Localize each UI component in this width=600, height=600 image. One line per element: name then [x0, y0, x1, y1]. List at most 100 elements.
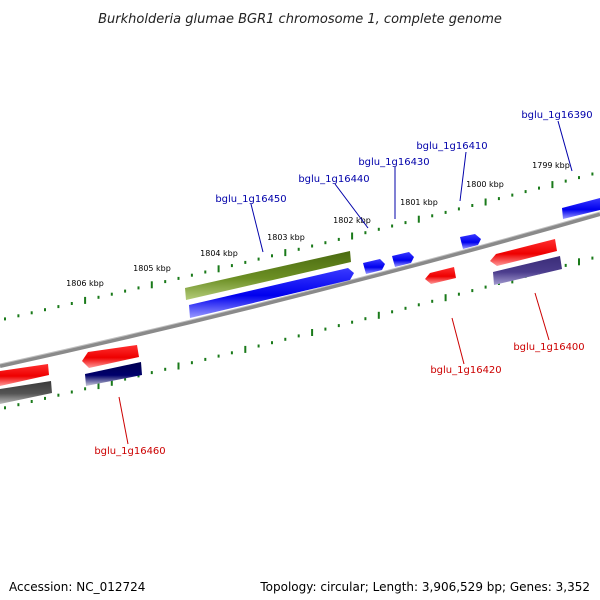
- major-tick: [444, 294, 447, 302]
- gene-arrow-bglu_1g16410[interactable]: [460, 234, 481, 249]
- minor-tick: [204, 357, 207, 361]
- minor-tick: [70, 390, 73, 394]
- gene-arrow-bglu_1g16430[interactable]: [392, 252, 414, 267]
- gene-label-bglu_1g16390[interactable]: bglu_1g16390: [521, 110, 592, 121]
- major-tick: [217, 265, 220, 273]
- minor-tick: [150, 371, 153, 375]
- minor-tick: [137, 374, 140, 378]
- minor-tick: [511, 193, 514, 197]
- minor-tick: [230, 351, 233, 355]
- minor-tick: [564, 263, 567, 267]
- minor-tick: [497, 197, 500, 201]
- map-title: Burkholderia glumae BGR1 chromosome 1, c…: [98, 12, 502, 27]
- minor-tick: [97, 295, 100, 299]
- minor-tick: [538, 186, 540, 190]
- outer-tick-row: [4, 172, 594, 321]
- accession-text: Accession: NC_012724: [9, 580, 146, 594]
- minor-tick: [457, 207, 460, 211]
- minor-tick: [431, 214, 434, 218]
- minor-tick: [217, 354, 220, 358]
- gene-label-bglu_1g16430[interactable]: bglu_1g16430: [358, 157, 429, 168]
- minor-tick: [351, 320, 354, 324]
- gene-label-bglu_1g16400[interactable]: bglu_1g16400: [513, 342, 584, 353]
- major-tick: [177, 362, 180, 370]
- minor-tick: [324, 241, 327, 245]
- gene-labels: bglu_1g16390 bglu_1g16400 bglu_1g16410 b…: [94, 110, 592, 457]
- minor-tick: [204, 270, 207, 274]
- minor-tick: [591, 172, 594, 176]
- gene-label-bglu_1g16440[interactable]: bglu_1g16440: [298, 174, 369, 185]
- minor-tick: [337, 324, 340, 328]
- major-tick: [551, 181, 554, 189]
- gene-arrow-bglu_1g16440[interactable]: [363, 259, 385, 274]
- major-tick: [84, 296, 87, 304]
- minor-tick: [364, 317, 367, 321]
- minor-tick: [30, 400, 33, 403]
- major-tick: [97, 382, 100, 390]
- minor-tick: [564, 179, 567, 183]
- minor-tick: [391, 224, 394, 228]
- gene-feature-navy[interactable]: [85, 362, 142, 386]
- minor-tick: [190, 273, 193, 277]
- minor-tick: [30, 311, 33, 315]
- minor-tick: [524, 190, 527, 194]
- minor-tick: [271, 341, 273, 345]
- minor-tick: [230, 264, 233, 268]
- minor-tick: [391, 310, 394, 314]
- gene-feature-slate[interactable]: [493, 256, 562, 285]
- gene-arrow-bglu_1g16390[interactable]: [562, 198, 600, 219]
- minor-tick: [364, 231, 367, 235]
- minor-tick: [444, 210, 447, 214]
- minor-tick: [284, 337, 287, 341]
- major-tick: [377, 311, 380, 319]
- minor-tick: [457, 292, 460, 296]
- minor-tick: [337, 237, 340, 241]
- gene-arrow-bglu_1g16420[interactable]: [425, 267, 456, 284]
- gene-label-bglu_1g16420[interactable]: bglu_1g16420: [430, 365, 501, 376]
- minor-tick: [164, 367, 167, 371]
- tick-label-1799: 1799 kbp: [532, 161, 570, 170]
- tick-label-1803: 1803 kbp: [267, 233, 305, 242]
- minor-tick: [257, 257, 260, 261]
- gene-label-bglu_1g16410[interactable]: bglu_1g16410: [416, 141, 487, 152]
- minor-tick: [404, 306, 407, 310]
- minor-tick: [44, 396, 46, 400]
- minor-tick: [471, 289, 474, 293]
- minor-tick: [44, 308, 46, 312]
- minor-tick: [377, 227, 380, 231]
- gene-arrow-left-edge[interactable]: [0, 364, 49, 386]
- gene-arrow-bglu_1g16460[interactable]: [82, 345, 139, 368]
- minor-tick: [124, 289, 127, 293]
- gene-label-bglu_1g16450[interactable]: bglu_1g16450: [215, 194, 286, 205]
- major-tick: [311, 329, 314, 336]
- major-tick: [244, 345, 247, 353]
- tick-label-1802: 1802 kbp: [333, 216, 371, 225]
- major-tick: [484, 198, 487, 206]
- gene-feature-olive[interactable]: [185, 251, 351, 300]
- gene-arrow-bglu_1g16400[interactable]: [490, 239, 557, 266]
- gene-arrow-bglu_1g16450[interactable]: [189, 268, 354, 318]
- major-tick: [150, 281, 153, 289]
- minor-tick: [17, 314, 20, 318]
- minor-tick: [257, 344, 260, 348]
- minor-tick: [404, 221, 407, 225]
- minor-tick: [57, 305, 60, 309]
- gene-label-bglu_1g16460[interactable]: bglu_1g16460: [94, 446, 165, 457]
- major-tick: [351, 232, 354, 240]
- chromosome-backbone: [0, 211, 600, 368]
- tick-label-1805: 1805 kbp: [133, 264, 171, 273]
- minor-tick: [244, 260, 247, 264]
- minor-tick: [578, 176, 580, 180]
- tick-label-1806: 1806 kbp: [66, 279, 104, 288]
- minor-tick: [70, 302, 73, 305]
- genome-summary-text: Topology: circular; Length: 3,906,529 bp…: [260, 580, 590, 594]
- gene-feature-gray[interactable]: [0, 381, 52, 404]
- minor-tick: [297, 247, 300, 251]
- minor-tick: [190, 361, 193, 365]
- minor-tick: [297, 334, 300, 338]
- minor-tick: [471, 204, 474, 207]
- major-tick: [110, 378, 113, 386]
- minor-tick: [4, 317, 6, 321]
- minor-tick: [431, 299, 434, 303]
